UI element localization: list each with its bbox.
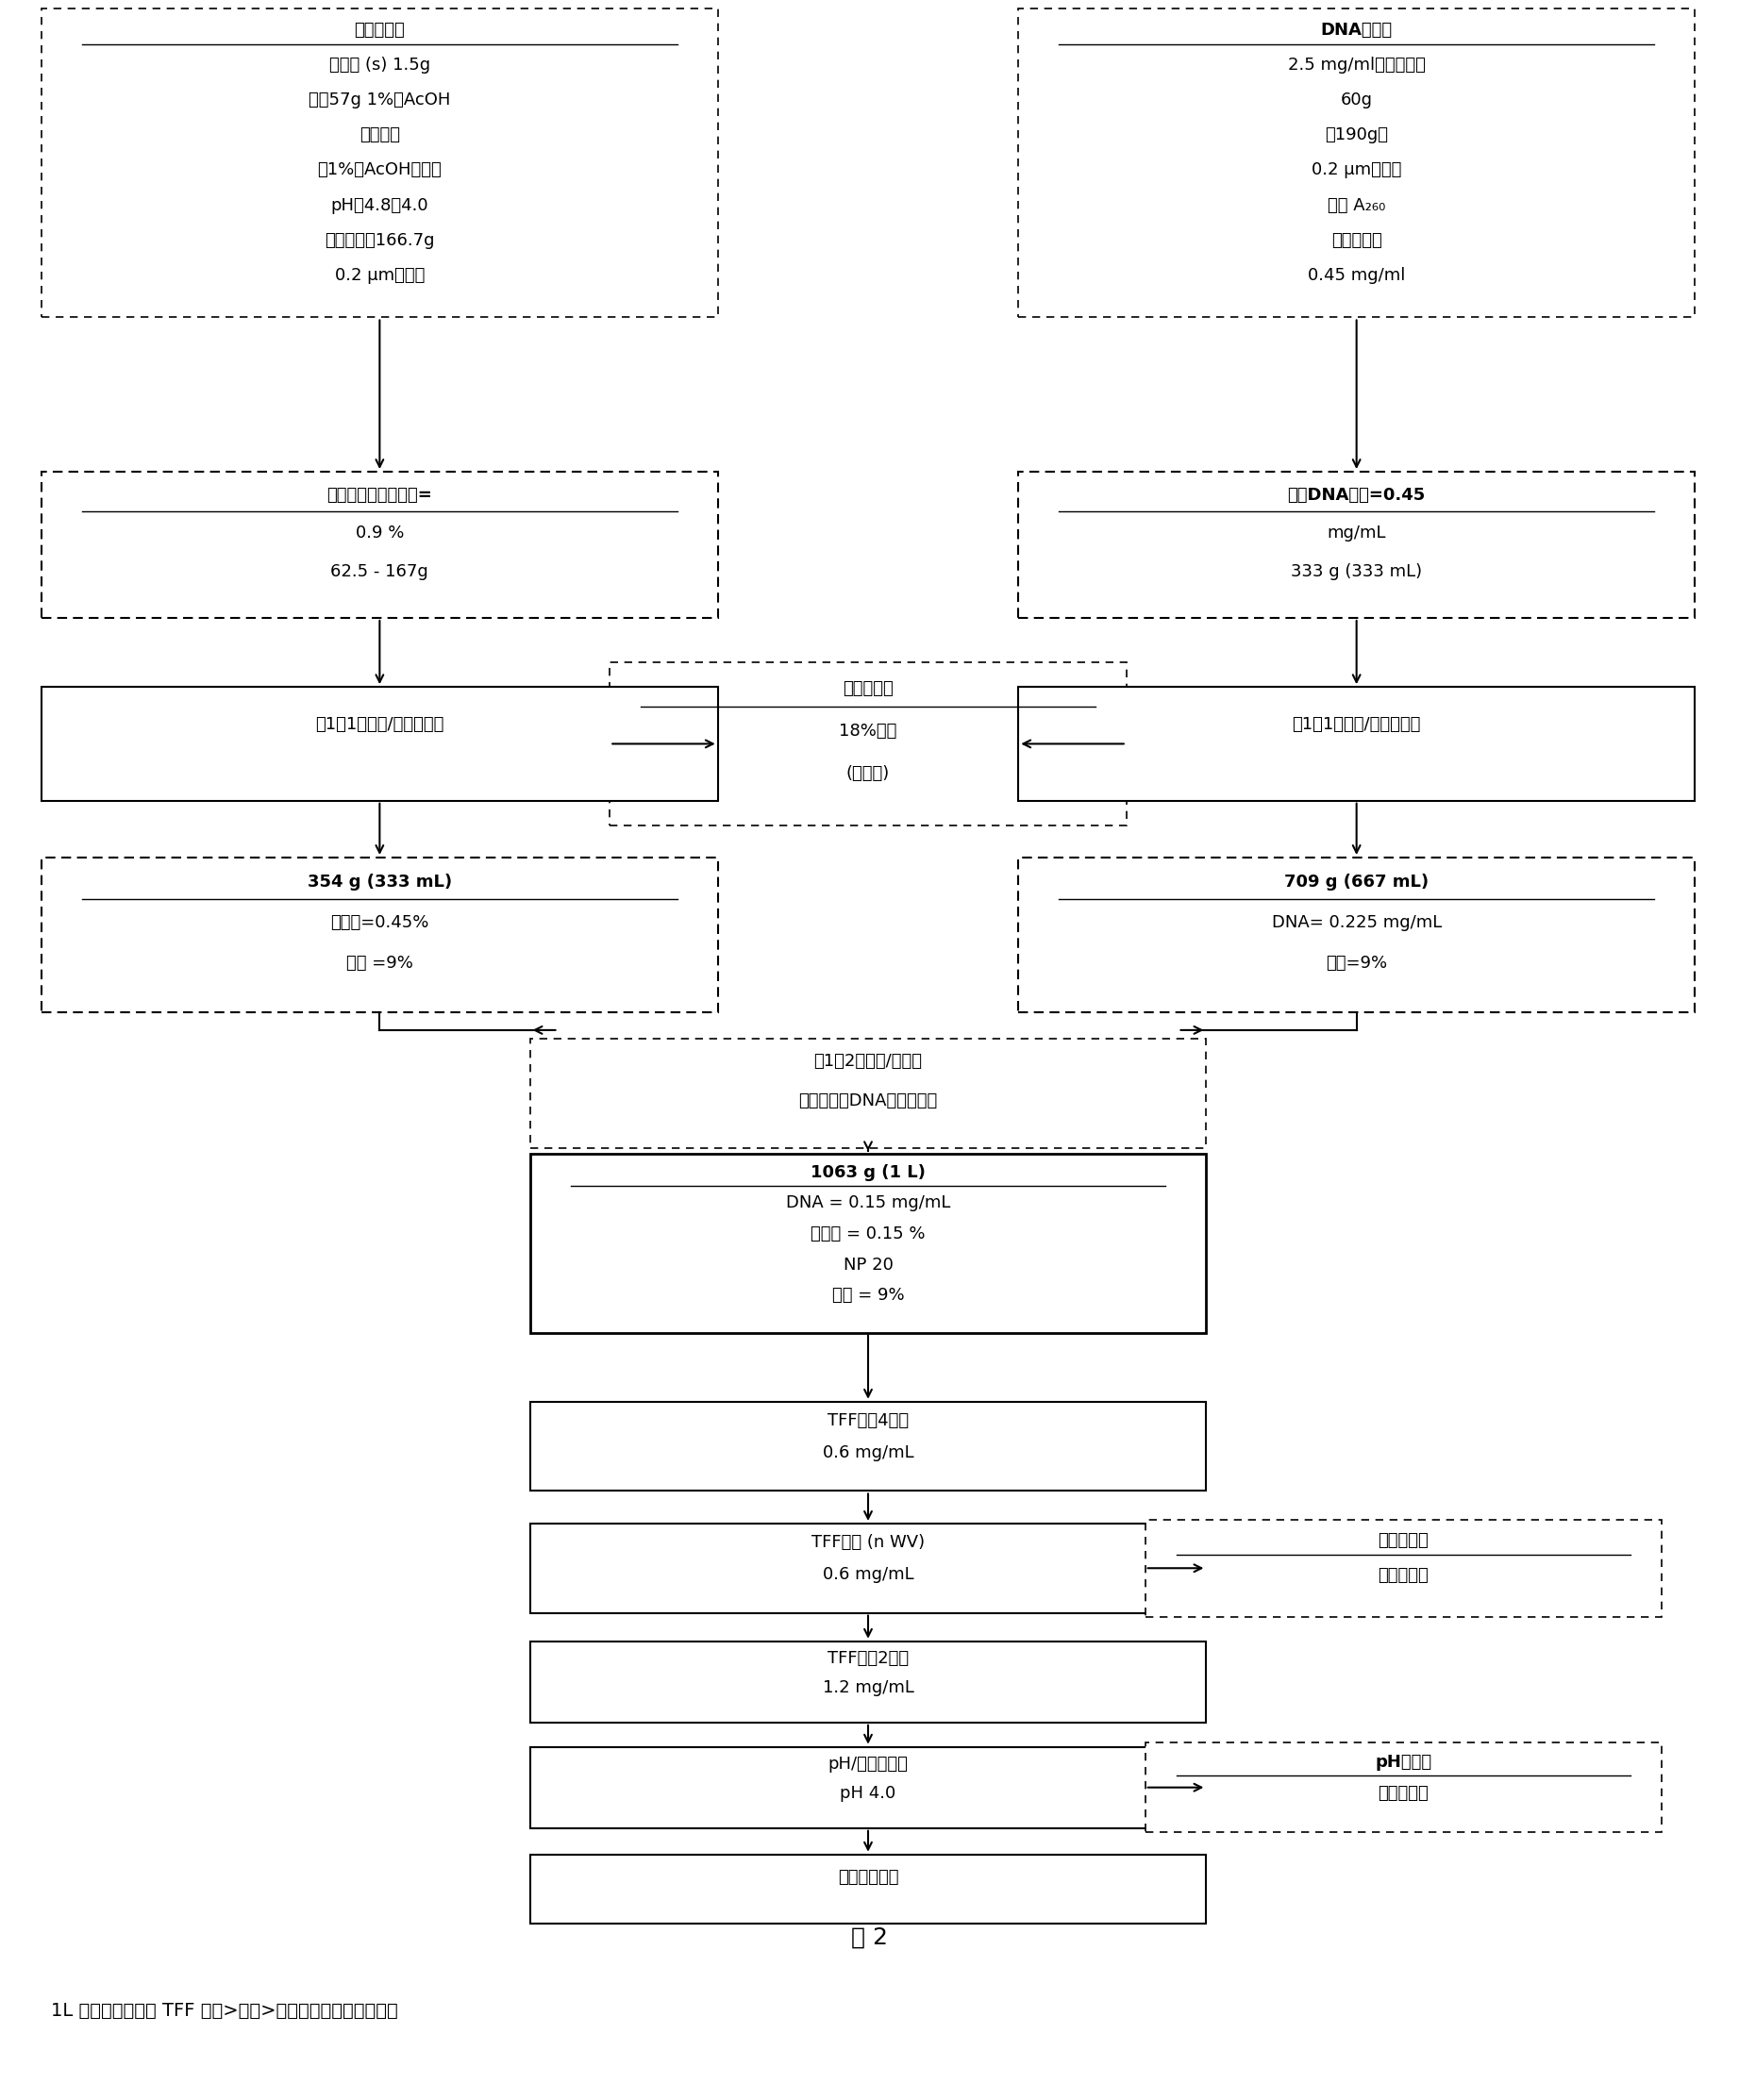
FancyBboxPatch shape (1019, 857, 1696, 1012)
Text: 333 g (333 mL): 333 g (333 mL) (1290, 563, 1423, 580)
Text: pH 4.0: pH 4.0 (840, 1785, 896, 1802)
Text: 用水定量至166.7g: 用水定量至166.7g (325, 231, 435, 248)
Text: 蔗糖 =9%: 蔗糖 =9% (346, 956, 414, 972)
Text: TFF浓缩4倍至: TFF浓缩4倍至 (828, 1413, 909, 1430)
Text: 壳聚糖=0.45%: 壳聚糖=0.45% (330, 914, 430, 930)
FancyBboxPatch shape (530, 1155, 1207, 1334)
Text: 用水定量至: 用水定量至 (1330, 231, 1383, 248)
Text: 1.2 mg/mL: 1.2 mg/mL (823, 1680, 913, 1697)
Text: 溶解过夜: 溶解过夜 (360, 126, 400, 143)
Text: pH/体积调节至: pH/体积调节至 (828, 1756, 908, 1772)
FancyBboxPatch shape (530, 1642, 1207, 1722)
Text: 62.5 - 167g: 62.5 - 167g (330, 563, 428, 580)
Text: 测定 A₂₆₀: 测定 A₂₆₀ (1327, 197, 1386, 214)
FancyBboxPatch shape (530, 1854, 1207, 1924)
Text: 354 g (333 mL): 354 g (333 mL) (308, 874, 452, 890)
Text: TFF浓缩2倍至: TFF浓缩2倍至 (828, 1651, 909, 1667)
Text: 18%蔗糖: 18%蔗糖 (840, 722, 897, 739)
Text: （壳聚糖：DNA）在线混合: （壳聚糖：DNA）在线混合 (798, 1092, 937, 1109)
Text: 各种组合物: 各种组合物 (1377, 1785, 1429, 1802)
Text: 按1：1（体积/体积）混合: 按1：1（体积/体积）混合 (1292, 716, 1421, 733)
Text: 图 2: 图 2 (850, 1926, 889, 1949)
Text: 0.45 mg/ml: 0.45 mg/ml (1308, 267, 1405, 284)
Text: 赋形剂原料: 赋形剂原料 (843, 680, 894, 697)
FancyBboxPatch shape (42, 687, 718, 800)
Text: 0.2 μm过滤器: 0.2 μm过滤器 (1311, 162, 1402, 178)
Text: 0.6 mg/mL: 0.6 mg/mL (823, 1445, 913, 1462)
Text: DNA = 0.15 mg/mL: DNA = 0.15 mg/mL (786, 1195, 949, 1212)
FancyBboxPatch shape (530, 1401, 1207, 1491)
FancyBboxPatch shape (1019, 8, 1696, 317)
Text: 1L 在线批量混合和 TFF 浓缩>透滤>浓缩的示例性过程方框图: 1L 在线批量混合和 TFF 浓缩>透滤>浓缩的示例性过程方框图 (50, 2001, 398, 2020)
FancyBboxPatch shape (42, 472, 718, 617)
Text: pH为4.8或4.0: pH为4.8或4.0 (330, 197, 428, 214)
Text: 透析缓冲液: 透析缓冲液 (1377, 1531, 1429, 1550)
Text: mg/mL: mg/mL (1327, 525, 1386, 542)
Text: TFF透析 (n WV): TFF透析 (n WV) (812, 1535, 925, 1552)
FancyBboxPatch shape (530, 1037, 1207, 1149)
Text: 1063 g (1 L): 1063 g (1 L) (810, 1163, 925, 1180)
Text: 已过滤的壳聚糖原料=: 已过滤的壳聚糖原料= (327, 487, 433, 504)
FancyBboxPatch shape (1019, 687, 1696, 800)
Text: 冷冻最终产物: 冷冻最终产物 (838, 1869, 899, 1886)
Text: (已过滤): (已过滤) (847, 764, 890, 781)
Text: 0.9 %: 0.9 % (355, 525, 403, 542)
Text: NP 20: NP 20 (843, 1256, 894, 1273)
FancyBboxPatch shape (530, 1747, 1207, 1829)
Text: DNA工作液: DNA工作液 (1320, 21, 1393, 38)
FancyBboxPatch shape (1019, 472, 1696, 617)
Text: 蔗糖 = 9%: 蔗糖 = 9% (831, 1287, 904, 1304)
FancyBboxPatch shape (42, 8, 718, 317)
FancyBboxPatch shape (42, 857, 718, 1012)
FancyBboxPatch shape (610, 664, 1127, 825)
Text: 壳聚糖 = 0.15 %: 壳聚糖 = 0.15 % (810, 1226, 925, 1243)
Text: 过滤DNA原料=0.45: 过滤DNA原料=0.45 (1287, 487, 1426, 504)
Text: 加入57g 1%的AcOH: 加入57g 1%的AcOH (310, 92, 450, 109)
Text: 按1：2（体积/体积）: 按1：2（体积/体积） (814, 1054, 922, 1071)
FancyBboxPatch shape (530, 1522, 1207, 1613)
Text: 0.6 mg/mL: 0.6 mg/mL (823, 1567, 913, 1583)
Text: 0.2 μm过滤器: 0.2 μm过滤器 (334, 267, 424, 284)
Text: 用1%的AcOH滴定至: 用1%的AcOH滴定至 (318, 162, 442, 178)
FancyBboxPatch shape (1146, 1743, 1662, 1831)
Text: 蔗糖=9%: 蔗糖=9% (1325, 956, 1388, 972)
Text: 加190g水: 加190g水 (1325, 126, 1388, 143)
Text: 壳聚糖 (s) 1.5g: 壳聚糖 (s) 1.5g (329, 57, 430, 74)
Text: DNA= 0.225 mg/mL: DNA= 0.225 mg/mL (1271, 914, 1442, 930)
Text: 壳聚糖原料: 壳聚糖原料 (355, 21, 405, 38)
Text: 各种组合物: 各种组合物 (1377, 1567, 1429, 1583)
Text: pH调节液: pH调节液 (1376, 1753, 1431, 1770)
Text: 按1：1（体积/体积）混合: 按1：1（体积/体积）混合 (315, 716, 443, 733)
Text: 709 g (667 mL): 709 g (667 mL) (1285, 874, 1429, 890)
Text: 2.5 mg/ml的质粒原料: 2.5 mg/ml的质粒原料 (1287, 57, 1426, 74)
Text: 60g: 60g (1341, 92, 1372, 109)
FancyBboxPatch shape (1146, 1520, 1662, 1617)
